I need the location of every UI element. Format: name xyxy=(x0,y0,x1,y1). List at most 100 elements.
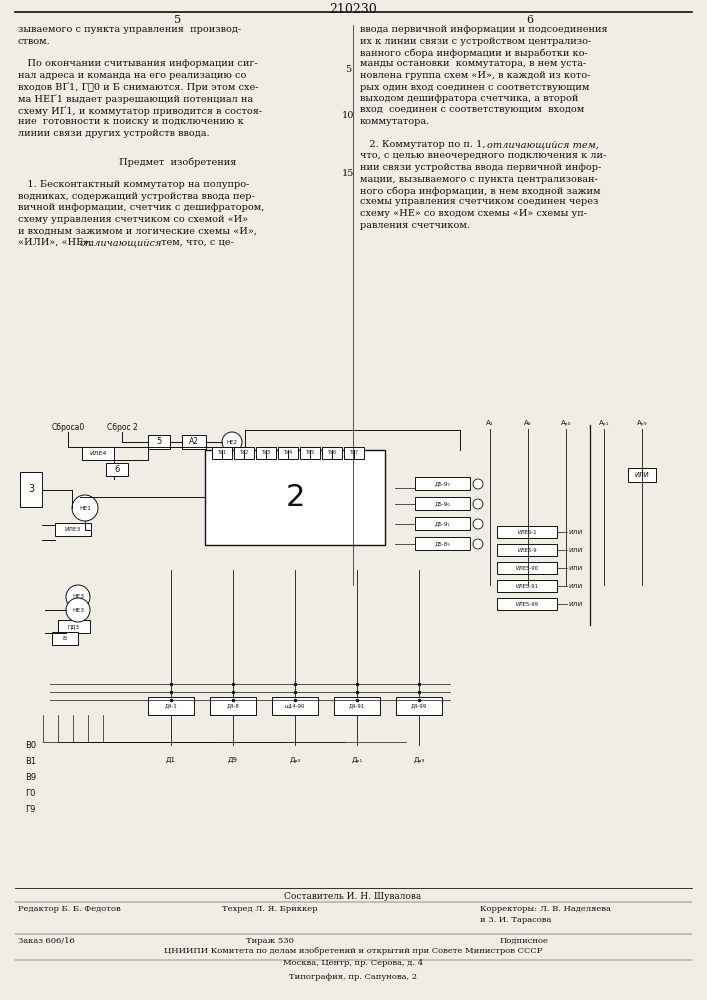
Text: схему управления счетчиком со схемой «И»: схему управления счетчиком со схемой «И» xyxy=(18,215,248,224)
Text: ИЛЕ5-9: ИЛЕ5-9 xyxy=(518,548,537,552)
Text: НЕ3: НЕ3 xyxy=(72,607,84,612)
Text: линии связи других устройств ввода.: линии связи других устройств ввода. xyxy=(18,128,209,137)
Text: нии связи устройства ввода первичной инфор-: нии связи устройства ввода первичной инф… xyxy=(360,163,601,172)
Text: что, с целью внеочередного подключения к ли-: что, с целью внеочередного подключения к… xyxy=(360,151,606,160)
Text: и входным зажимом и логические схемы «И»,: и входным зажимом и логические схемы «И»… xyxy=(18,226,257,235)
Text: ПД3: ПД3 xyxy=(68,624,80,629)
Bar xyxy=(278,447,298,459)
Text: НЕ3: НЕ3 xyxy=(72,594,84,599)
Bar xyxy=(415,497,470,510)
Circle shape xyxy=(66,598,90,622)
Bar xyxy=(58,620,90,633)
Text: щ14-90: щ14-90 xyxy=(285,704,305,708)
Text: ванного сбора информации и выработки ко-: ванного сбора информации и выработки ко- xyxy=(360,48,588,57)
Text: входов ВҐ1, Гउ0 и Б снимаются. При этом схе-: входов ВҐ1, Гउ0 и Б снимаются. При этом … xyxy=(18,83,259,93)
Text: 6: 6 xyxy=(527,15,534,25)
Text: ИЛЕ5-99: ИЛЕ5-99 xyxy=(515,601,539,606)
Text: Дₚ₀: Дₚ₀ xyxy=(289,757,300,763)
Text: ИЛЕ5-1: ИЛЕ5-1 xyxy=(518,530,537,534)
Text: Aₚ₁: Aₚ₁ xyxy=(599,420,609,426)
Text: 2. Коммутатор по п. 1,: 2. Коммутатор по п. 1, xyxy=(360,140,489,149)
Text: Aₚ₀: Aₚ₀ xyxy=(561,420,571,426)
Bar xyxy=(52,632,78,645)
Bar xyxy=(497,526,557,538)
Text: 210230: 210230 xyxy=(329,3,377,16)
Text: ством.: ством. xyxy=(18,36,51,45)
Text: Д4-1: Д4-1 xyxy=(165,704,177,708)
Bar xyxy=(205,450,385,545)
Text: Д4-91: Д4-91 xyxy=(349,704,365,708)
Text: Та6: Та6 xyxy=(327,450,337,456)
Bar xyxy=(256,447,276,459)
Text: 2: 2 xyxy=(286,483,305,512)
Text: Д4-99: Д4-99 xyxy=(411,704,427,708)
Text: ИЛИ: ИЛИ xyxy=(568,548,583,552)
Text: Редактор Б. Б. Федотов: Редактор Б. Б. Федотов xyxy=(18,905,121,913)
Text: Дₚ₉: Дₚ₉ xyxy=(414,757,425,763)
Text: ИЛЕ3: ИЛЕ3 xyxy=(65,527,81,532)
Bar xyxy=(415,477,470,490)
Text: вход  соединен с соответствующим  входом: вход соединен с соответствующим входом xyxy=(360,105,584,114)
Text: Г9: Г9 xyxy=(25,804,35,814)
Bar xyxy=(415,517,470,530)
Text: Та5: Та5 xyxy=(305,450,315,456)
Text: ИЛИ: ИЛИ xyxy=(635,472,649,478)
Text: Д5-8₉: Д5-8₉ xyxy=(435,541,450,546)
Text: 1. Бесконтактный коммутатор на полупро-: 1. Бесконтактный коммутатор на полупро- xyxy=(18,180,250,189)
Text: ИЛИ: ИЛИ xyxy=(568,566,583,570)
Text: схему ИҐ1, и коммутатор приводится в состоя-: схему ИҐ1, и коммутатор приводится в сос… xyxy=(18,105,262,115)
Text: ИЛЕ5-91: ИЛЕ5-91 xyxy=(515,584,539,588)
Circle shape xyxy=(66,585,90,609)
Bar xyxy=(497,598,557,610)
Text: ИЛИ: ИЛИ xyxy=(568,584,583,588)
Text: Д5-9₀: Д5-9₀ xyxy=(435,501,450,506)
Bar xyxy=(210,697,256,715)
Text: НЕ2: НЕ2 xyxy=(226,440,238,444)
Text: Сброса0: Сброса0 xyxy=(52,423,85,432)
Text: вичной информации, счетчик с дешифратором,: вичной информации, счетчик с дешифраторо… xyxy=(18,203,264,212)
Text: новлена группа схем «И», в каждой из кото-: новлена группа схем «И», в каждой из кот… xyxy=(360,71,590,80)
Bar xyxy=(497,580,557,592)
Text: Та1: Та1 xyxy=(218,450,226,456)
Bar xyxy=(212,447,232,459)
Bar xyxy=(300,447,320,459)
Text: равления счетчиком.: равления счетчиком. xyxy=(360,221,470,230)
Text: Д4-8: Д4-8 xyxy=(227,704,240,708)
Text: рых один вход соединен с соответствующим: рых один вход соединен с соответствующим xyxy=(360,83,590,92)
Bar xyxy=(55,523,91,536)
Text: Та4: Та4 xyxy=(284,450,293,456)
Text: НЕ1: НЕ1 xyxy=(79,506,91,510)
Text: Сброс 2: Сброс 2 xyxy=(107,423,137,432)
Bar xyxy=(334,697,380,715)
Text: их к линии связи с устройством централизо-: их к линии связи с устройством централиз… xyxy=(360,36,591,45)
Text: ИЛЕ4: ИЛЕ4 xyxy=(89,451,107,456)
Text: 10: 10 xyxy=(341,111,354,120)
Bar xyxy=(234,447,254,459)
Bar xyxy=(344,447,364,459)
Circle shape xyxy=(72,495,98,521)
Text: Д1: Д1 xyxy=(166,757,176,763)
Text: схему «НЕ» со входом схемы «И» схемы уп-: схему «НЕ» со входом схемы «И» схемы уп- xyxy=(360,209,587,218)
Text: Дₚ₁: Дₚ₁ xyxy=(351,757,363,763)
Bar xyxy=(497,562,557,574)
Text: ИЛИ: ИЛИ xyxy=(568,601,583,606)
Text: По окончании считывания информации сиг-: По окончании считывания информации сиг- xyxy=(18,60,258,68)
Text: отличающийся тем,: отличающийся тем, xyxy=(487,140,599,149)
Text: 5: 5 xyxy=(345,65,351,74)
Text: A₉: A₉ xyxy=(525,420,532,426)
Text: Тираж 530: Тираж 530 xyxy=(246,937,294,945)
Text: Составитель И. Н. Шувалова: Составитель И. Н. Шувалова xyxy=(284,892,421,901)
Text: Д5-9₉: Д5-9₉ xyxy=(435,481,450,486)
Bar xyxy=(148,697,194,715)
Text: нал адреса и команда на его реализацию со: нал адреса и команда на его реализацию с… xyxy=(18,71,246,80)
Text: Типография, пр. Сапунова, 2: Типография, пр. Сапунова, 2 xyxy=(289,973,417,981)
Bar xyxy=(415,537,470,550)
Text: А2: А2 xyxy=(189,438,199,446)
Text: В0: В0 xyxy=(25,740,36,750)
Text: схемы управления счетчиком соединен через: схемы управления счетчиком соединен чере… xyxy=(360,198,598,207)
Bar xyxy=(182,435,206,449)
Text: Aₚ₉: Aₚ₉ xyxy=(637,420,647,426)
Text: манды остановки  коммутатора, в нем уста-: манды остановки коммутатора, в нем уста- xyxy=(360,60,586,68)
Text: В1: В1 xyxy=(25,756,36,766)
Text: зываемого с пункта управления  производ-: зываемого с пункта управления производ- xyxy=(18,25,241,34)
